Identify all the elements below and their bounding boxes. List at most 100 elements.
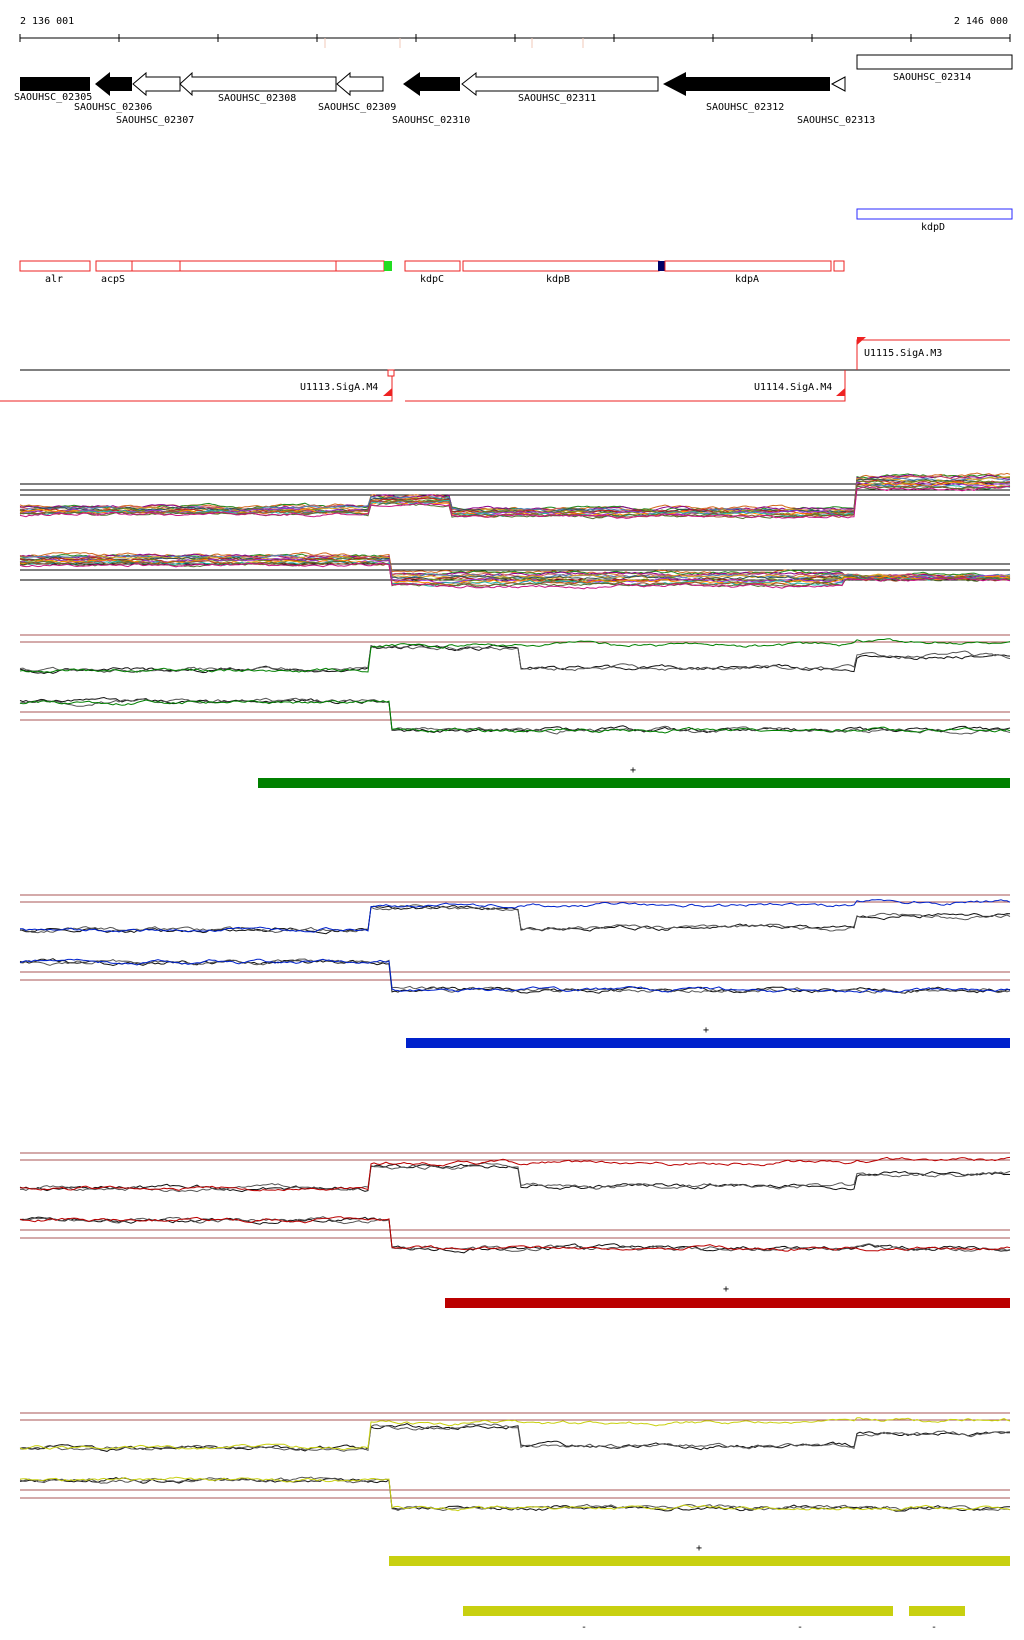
tss-flag (857, 337, 866, 345)
gene-label: SAOUHSC_02310 (392, 115, 470, 126)
gene-label: SAOUHSC_02309 (318, 102, 396, 113)
tu-u1113[interactable] (0, 370, 393, 402)
condition-panel-yellow: + - - - (19, 1412, 1011, 1633)
marker-green (384, 261, 392, 271)
gene-label: SAOUHSC_02306 (74, 102, 152, 113)
multi-forward-profiles (19, 472, 1011, 520)
strand-mark: + (630, 765, 636, 776)
gene-name-box-small[interactable] (833, 260, 845, 272)
ruler-start-label: 2 136 001 (20, 16, 74, 27)
gene-arrow-02305[interactable] (20, 77, 90, 91)
gene-name-label: kdpA (735, 274, 759, 285)
condition-panel-red: + (19, 1152, 1011, 1308)
gene-box-02314[interactable] (856, 54, 1013, 70)
profile-line (19, 1423, 1010, 1452)
expression-segment[interactable] (406, 1038, 1010, 1048)
strand-mark: - (931, 1622, 937, 1633)
gene-label: SAOUHSC_02307 (116, 115, 194, 126)
profile-line (19, 485, 1011, 519)
profile-line (19, 697, 1011, 735)
gene-name-reverse-track: alr acpS kdpC kdpB kdpA (19, 260, 845, 285)
profile-line (19, 1216, 1011, 1254)
gene-label: SAOUHSC_02308 (218, 93, 296, 104)
gene-arrow-02312[interactable] (663, 72, 830, 96)
gene-name-box-kdpa[interactable] (664, 260, 832, 272)
gene-name-box-kdpc[interactable] (404, 260, 461, 272)
position-ruler: 2 136 001 2 146 000 (19, 16, 1011, 48)
profile-line (19, 638, 1011, 673)
strand-mark: + (723, 1284, 729, 1295)
tu-u1114[interactable] (405, 370, 846, 402)
gene-arrow-02306[interactable] (95, 72, 132, 96)
profile-line (19, 1163, 1011, 1193)
ruler-highlight-ticks (324, 38, 584, 48)
profile-line (19, 904, 1011, 934)
gene-label: SAOUHSC_02305 (14, 92, 92, 103)
profile-line (19, 1156, 1011, 1192)
gene-name-label: kdpD (921, 222, 945, 233)
gene-arrow-02309[interactable] (336, 71, 384, 97)
profile-line (19, 562, 1011, 590)
tss-flag (383, 388, 392, 396)
gene-name-box-alr[interactable] (19, 260, 91, 272)
condition-panel-blue: + (19, 894, 1011, 1048)
profile-line (19, 1417, 1011, 1451)
gene-name-label: kdpC (420, 274, 444, 285)
profile-line (19, 557, 1011, 583)
profile-line (19, 1477, 1011, 1512)
tu-label: U1113.SigA.M4 (300, 382, 378, 393)
transcription-unit-track: U1115.SigA.M3 U1113.SigA.M4 U1114.SigA.M… (0, 337, 1010, 402)
gene-name-box-kdpd[interactable] (856, 208, 1013, 220)
strand-mark: - (797, 1622, 803, 1633)
tu-label: U1114.SigA.M4 (754, 382, 832, 393)
profile-line (19, 1423, 1011, 1452)
gene-name-box-acps[interactable] (95, 260, 385, 272)
condition-panel-green: + (19, 634, 1011, 788)
gene-track: SAOUHSC_02305 SAOUHSC_02306 SAOUHSC_0230… (14, 54, 1013, 126)
gene-arrow-02311[interactable] (461, 71, 659, 97)
gene-label: SAOUHSC_02313 (797, 115, 875, 126)
gene-name-label: alr (45, 274, 63, 285)
gene-label: SAOUHSC_02314 (893, 72, 971, 83)
gene-name-box-kdpb[interactable] (462, 260, 660, 272)
tss-flag (836, 388, 845, 396)
multi-reverse-profiles (19, 551, 1011, 590)
expression-segment[interactable] (389, 1556, 1010, 1566)
profile-line (19, 644, 1011, 675)
profile-line (19, 958, 1011, 994)
strand-mark: - (581, 1622, 587, 1633)
profile-line (19, 478, 1011, 514)
gene-arrow-02308[interactable] (179, 71, 337, 97)
profile-line (19, 699, 1011, 734)
gene-arrow-02310[interactable] (403, 72, 460, 96)
expression-segment[interactable] (445, 1298, 1010, 1308)
strand-mark: + (696, 1543, 702, 1554)
gene-name-label: acpS (101, 274, 125, 285)
gene-arrow-02307[interactable] (132, 71, 181, 97)
profile-line (19, 1476, 1011, 1512)
profile-line (19, 485, 1011, 520)
profile-line (19, 696, 1011, 734)
gene-name-forward-track: kdpD (856, 208, 1013, 233)
profile-line (19, 645, 1011, 673)
tu-label: U1115.SigA.M3 (864, 348, 942, 359)
expression-segment[interactable] (463, 1606, 893, 1616)
expression-segment[interactable] (258, 778, 1010, 788)
gene-label: SAOUHSC_02311 (518, 93, 596, 104)
profile-line (19, 554, 1011, 580)
gene-name-label: kdpB (546, 274, 570, 285)
profile-line (19, 1162, 1011, 1193)
expression-segment[interactable] (909, 1606, 965, 1616)
ruler-ticks (19, 34, 1011, 42)
strand-mark: + (703, 1025, 709, 1036)
ruler-end-label: 2 146 000 (954, 16, 1008, 27)
profile-line (19, 1216, 1011, 1252)
gene-label: SAOUHSC_02312 (706, 102, 784, 113)
profile-line (20, 899, 1011, 933)
gene-arrow-02313[interactable] (830, 76, 846, 92)
profile-line (19, 958, 1011, 994)
profile-line (19, 1476, 1011, 1512)
marker-navy (658, 261, 665, 271)
multi-condition-profiles (19, 472, 1011, 590)
